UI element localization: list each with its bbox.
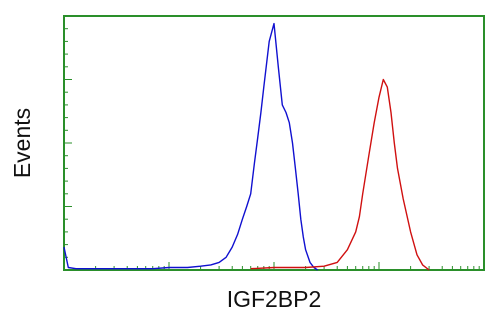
- x-axis-label: IGF2BP2: [227, 286, 322, 312]
- series-layer: [63, 22, 430, 271]
- series-line-blue: [63, 22, 318, 271]
- y-axis-label: Events: [9, 108, 35, 178]
- series-line-red: [250, 78, 430, 271]
- y-axis-ticks: [64, 15, 72, 271]
- plot-frame: [63, 15, 485, 271]
